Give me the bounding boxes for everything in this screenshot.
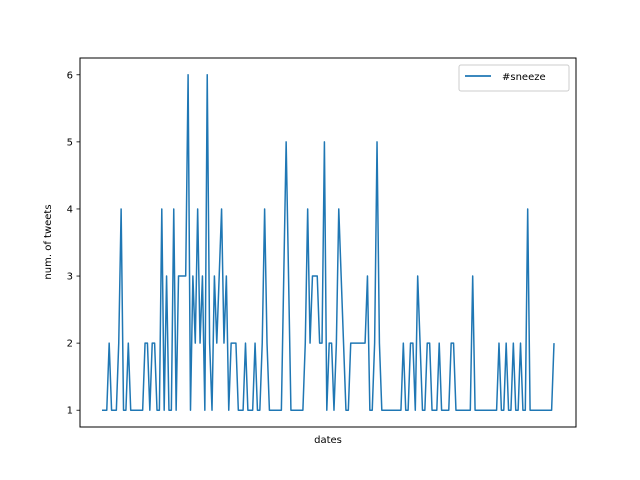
y-tick-label: 3 [67,272,73,283]
series-layer [102,74,555,411]
legend: #sneeze [458,64,570,92]
legend-entry-sneeze: #sneeze [502,72,546,83]
y-tick-label: 6 [67,70,73,81]
y-tick-label: 2 [67,339,73,350]
y-axis: 1 2 3 4 5 6 [67,70,80,417]
series-line-sneeze [102,74,555,411]
y-tick-label: 4 [67,204,73,215]
y-axis-label: num. of tweets [43,204,54,279]
y-tick-label: 1 [67,406,73,417]
x-axis-label: dates [314,435,342,446]
legend-box [458,64,570,92]
y-tick-label: 5 [67,137,73,148]
